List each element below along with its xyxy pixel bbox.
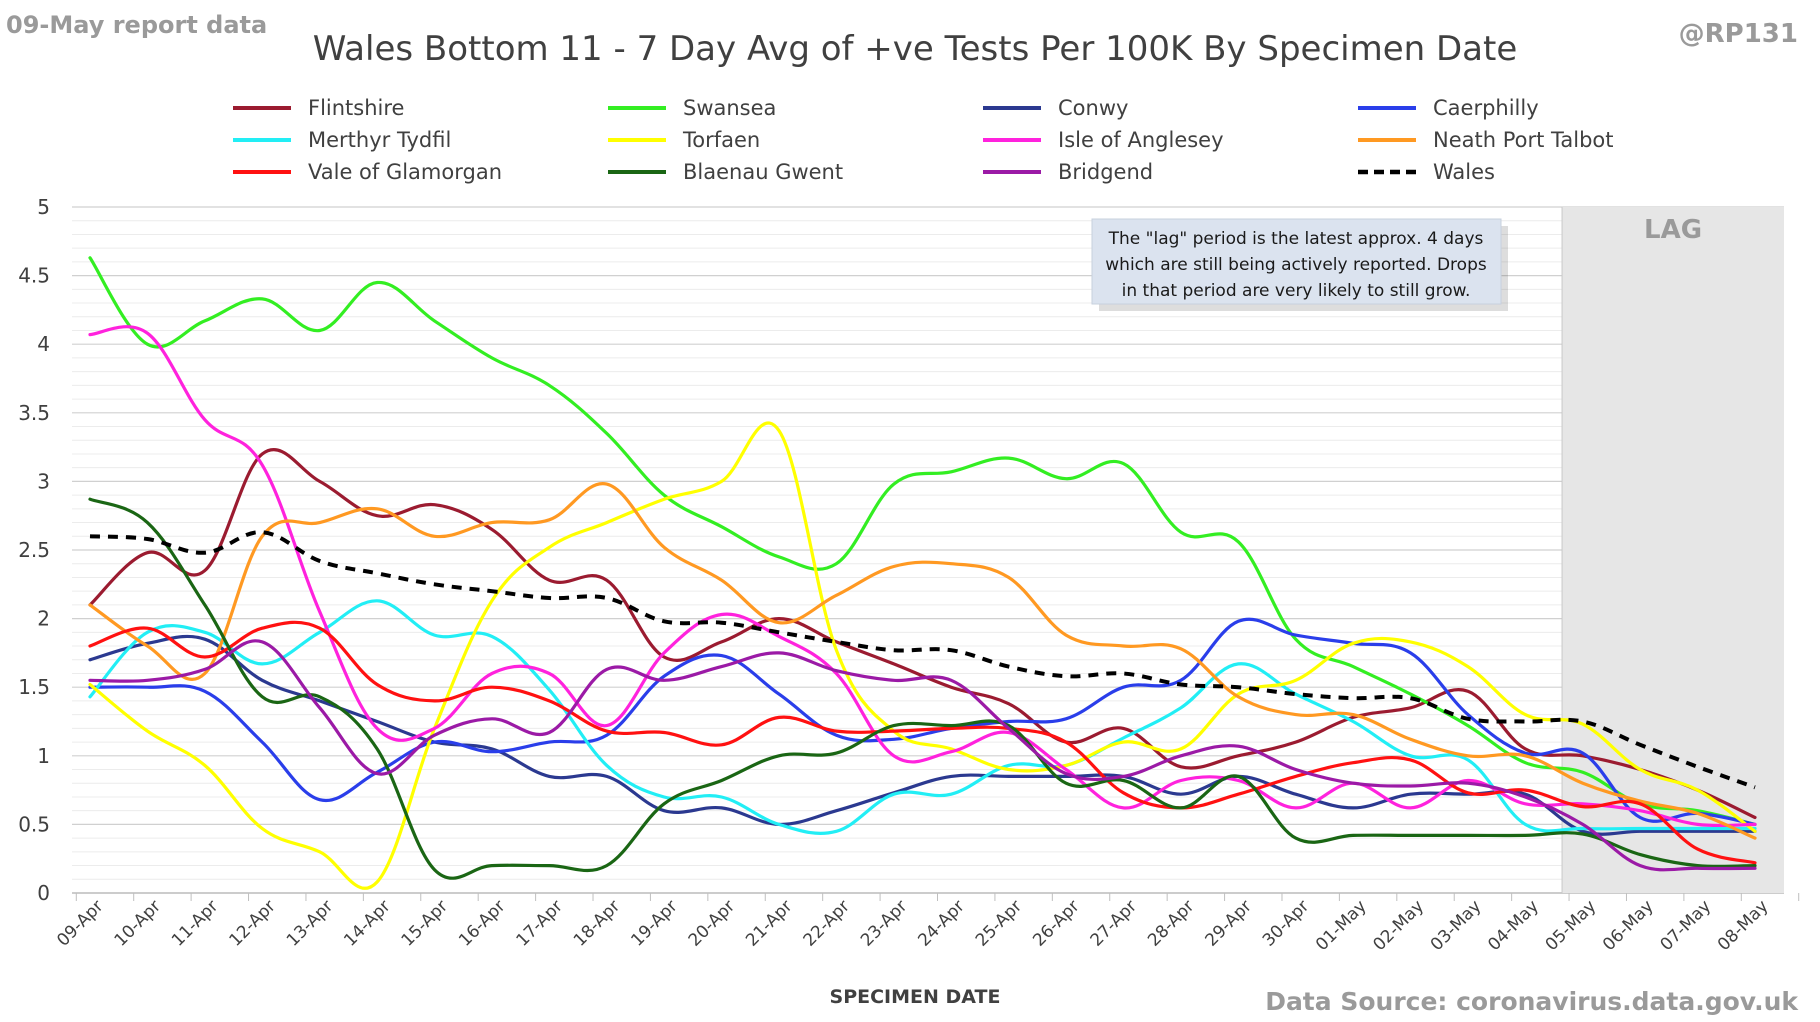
y-tick-label: 0.5	[18, 812, 50, 836]
legend-label: Bridgend	[1058, 160, 1153, 184]
lag-note-line-1: The "lag" period is the latest approx. 4…	[1108, 229, 1484, 249]
legend-label: Flintshire	[308, 96, 404, 120]
lag-shading	[1562, 207, 1784, 893]
series-line-bridgend	[88, 639, 1757, 872]
series-line-vale-of-glamorgan	[88, 620, 1757, 865]
y-tick-label: 5	[37, 195, 50, 219]
lag-note: The "lag" period is the latest approx. 4…	[1091, 218, 1508, 311]
series-line-flintshire	[88, 448, 1757, 820]
y-tick-label: 0	[37, 881, 50, 905]
y-tick-label: 2.5	[18, 538, 50, 562]
y-tick-label: 2	[37, 607, 50, 631]
series-line-torfaen	[88, 421, 1757, 890]
legend-label: Merthyr Tydfil	[308, 128, 451, 152]
legend-label: Vale of Glamorgan	[308, 160, 502, 184]
legend-item-wales: Wales	[1358, 160, 1495, 184]
chart-title: Wales Bottom 11 - 7 Day Avg of +ve Tests…	[313, 29, 1518, 69]
series-line-wales	[89, 530, 1756, 790]
y-axis-ticks: 0 0.5 1 1.5 2 2.5 3 3.5 4 4.5 5	[18, 195, 50, 905]
legend-item-vale-of-glamorgan: Vale of Glamorgan	[233, 160, 502, 184]
lag-note-line-3: in that period are very likely to still …	[1122, 281, 1471, 301]
y-tick-label: 3.5	[18, 401, 50, 425]
legend-item-torfaen: Torfaen	[608, 128, 760, 152]
legend-item-neath-port-talbot: Neath Port Talbot	[1358, 128, 1614, 152]
author-handle: @RP131	[1679, 19, 1798, 49]
legend-item-merthyr-tydfil: Merthyr Tydfil	[233, 128, 451, 152]
data-source: Data Source: coronavirus.data.gov.uk	[1265, 987, 1799, 1016]
legend-label: Torfaen	[682, 128, 760, 152]
report-date-label: 09-May report data	[6, 11, 267, 39]
legend-item-caerphilly: Caerphilly	[1358, 96, 1539, 120]
legend-item-flintshire: Flintshire	[233, 96, 404, 120]
y-tick-label: 4.5	[18, 264, 50, 288]
legend-label: Conwy	[1058, 96, 1128, 120]
y-tick-label: 1	[37, 744, 50, 768]
lag-region: LAG	[1561, 207, 1784, 893]
y-tick-label: 4	[37, 332, 50, 356]
legend-label: Isle of Anglesey	[1058, 128, 1224, 152]
legend-label: Caerphilly	[1433, 96, 1539, 120]
y-tick-label: 1.5	[18, 675, 50, 699]
legend-item-isle-of-anglesey: Isle of Anglesey	[983, 128, 1224, 152]
series-lines	[88, 256, 1757, 890]
series-line-blaenau-gwent	[88, 497, 1757, 880]
legend-label: Blaenau Gwent	[683, 160, 843, 184]
legend-item-swansea: Swansea	[608, 96, 776, 120]
series-line-swansea	[88, 256, 1757, 826]
series-line-neath-port-talbot	[88, 482, 1757, 840]
x-axis-label: SPECIMEN DATE	[830, 986, 1001, 1008]
legend-label: Wales	[1433, 160, 1495, 184]
y-tick-label: 3	[37, 469, 50, 493]
legend: Flintshire Swansea Conwy Caerphilly Merthyr …	[233, 96, 1614, 184]
legend-item-conwy: Conwy	[983, 96, 1128, 120]
series-line-merthyr-tydfil	[88, 599, 1757, 835]
legend-item-bridgend: Bridgend	[983, 160, 1153, 184]
legend-label: Neath Port Talbot	[1433, 128, 1614, 152]
legend-item-blaenau-gwent: Blaenau Gwent	[608, 160, 843, 184]
lag-label: LAG	[1644, 215, 1702, 245]
legend-label: Swansea	[683, 96, 776, 120]
lag-note-line-2: which are still being actively reported.…	[1105, 255, 1487, 275]
series-line-caerphilly	[88, 617, 1757, 826]
